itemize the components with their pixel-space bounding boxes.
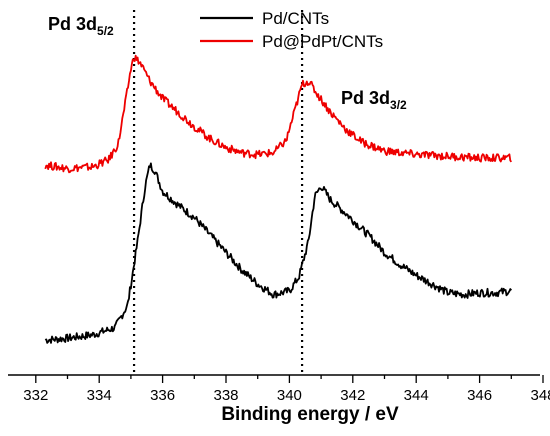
x-axis-title: Binding energy / eV bbox=[221, 404, 399, 425]
series-layer bbox=[44, 54, 513, 344]
series-line-pd-cnts bbox=[44, 162, 512, 344]
legend-label-pd-cnts: Pd/CNTs bbox=[262, 9, 329, 28]
peak-annotation-3d52-main: Pd 3d bbox=[48, 14, 97, 34]
peak-annotation-3d32: Pd 3d3/2 bbox=[341, 88, 407, 112]
series-line-pd-pdpt-cnts bbox=[44, 54, 513, 174]
x-tick-label: 340 bbox=[277, 387, 302, 404]
x-axis-ticks: 332 334 336 338 340 342 344 346 348 bbox=[23, 375, 550, 404]
x-tick-label: 348 bbox=[530, 387, 550, 404]
peak-annotation-3d52-sub: 5/2 bbox=[97, 24, 114, 38]
x-tick-label: 334 bbox=[87, 387, 112, 404]
x-tick-label: 344 bbox=[404, 387, 429, 404]
x-tick-label: 332 bbox=[23, 387, 48, 404]
x-tick-label: 338 bbox=[213, 387, 238, 404]
x-tick-label: 336 bbox=[150, 387, 175, 404]
peak-annotation-3d32-sub: 3/2 bbox=[390, 98, 407, 112]
x-tick-label: 342 bbox=[340, 387, 365, 404]
legend-label-pdpt-cnts: Pd@PdPt/CNTs bbox=[262, 32, 383, 51]
peak-annotation-3d32-main: Pd 3d bbox=[341, 88, 390, 108]
peak-annotation-3d52: Pd 3d5/2 bbox=[48, 14, 114, 38]
x-tick-label: 346 bbox=[467, 387, 492, 404]
reference-lines bbox=[132, 10, 304, 375]
legend: Pd/CNTs Pd@PdPt/CNTs bbox=[200, 9, 383, 51]
